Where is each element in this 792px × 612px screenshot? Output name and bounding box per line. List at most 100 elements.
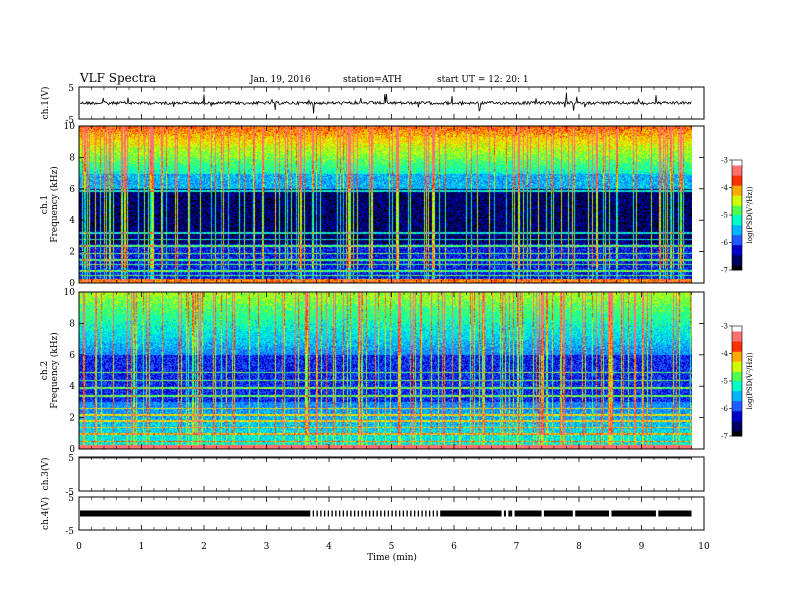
ch2-colorbar-tick-label: -3 [721, 323, 728, 331]
ch2-colorbar-swatch [732, 359, 742, 362]
ch1-spectrogram-ytick-label: 10 [64, 122, 76, 132]
date-label: Jan. 19, 2016 [249, 75, 311, 85]
ch2-colorbar-swatch [732, 395, 742, 398]
ch4-waveform-gap [359, 510, 362, 517]
ch2-colorbar-swatch [732, 405, 742, 408]
ch2-colorbar-swatch [732, 411, 742, 413]
ch2-colorbar-swatch [732, 384, 742, 387]
ch2-colorbar-swatch [732, 402, 742, 404]
ch1-colorbar: -3 -4 -5 -6 -7 log(PSD(V²/Hz)) [721, 157, 754, 275]
ch2-colorbar-swatch [732, 409, 742, 411]
ch1-colorbar-swatch [732, 255, 742, 257]
ch1-colorbar-swatch [732, 238, 742, 241]
ch2-colorbar-swatch [732, 344, 742, 346]
ch4-waveform-gap [325, 510, 328, 517]
ch2-colorbar-swatch [732, 425, 742, 428]
ch1-spectrogram-ytick-label: 4 [69, 216, 75, 226]
ch2-spectrogram-panel: 0 2 4 6 8 10 ch.2Frequency (kHz) [40, 288, 705, 455]
ch1-colorbar-swatch [732, 213, 742, 215]
ch1-spectrogram-panel: 0 2 4 6 8 10 ch.1Frequency (kHz) [40, 122, 705, 289]
ch1-colorbar-tick-label: -3 [721, 157, 728, 165]
ch2-colorbar-swatch [732, 427, 742, 430]
ch1-colorbar-swatch [732, 178, 742, 180]
ch4-waveform-gap [329, 510, 332, 517]
ch1-colorbar-swatch [732, 224, 742, 226]
ch2-colorbar-swatch [732, 418, 742, 420]
ch2-colorbar-swatch [732, 381, 742, 384]
ch2-spectrogram-ylabel-line: ch.2 [40, 361, 50, 380]
ch2-colorbar-swatch [732, 432, 742, 434]
ch4-waveform-gap [321, 510, 324, 517]
ch2-colorbar-swatch [732, 391, 742, 393]
ch1-spectrogram-image [79, 126, 692, 283]
ch4-waveform-gap [505, 510, 509, 517]
ch1-colorbar-swatch [732, 234, 742, 236]
ch3-waveform-ytick-label: -5 [65, 488, 74, 498]
ch2-colorbar-swatch [732, 429, 742, 431]
ch4-waveform-gap [351, 510, 354, 517]
time-axis: 0 1 2 3 4 5 6 7 8 9 10 Time (min) [76, 542, 710, 563]
ch2-colorbar-swatch [732, 398, 742, 400]
ch1-colorbar-swatch [732, 249, 742, 252]
ch2-colorbar-swatch [732, 350, 742, 353]
ch1-waveform-ytick-label: 5 [68, 84, 74, 94]
ch1-colorbar-swatch [732, 187, 742, 189]
ch2-colorbar-swatch [732, 413, 742, 415]
ch4-waveform-gap [340, 510, 343, 517]
ch1-colorbar-swatch [732, 256, 742, 258]
time-tick-label: 3 [264, 542, 270, 552]
ch2-colorbar-swatch [732, 343, 742, 345]
ch1-colorbar-swatch [732, 236, 742, 238]
ch2-colorbar-swatch [732, 341, 742, 343]
ch2-colorbar-swatch [732, 419, 742, 421]
ch2-colorbar-swatch [732, 415, 742, 418]
ch2-colorbar-swatch [732, 363, 742, 365]
ch4-waveform-gap [419, 510, 422, 517]
ch1-colorbar-swatch [732, 243, 742, 245]
time-tick-label: 8 [576, 542, 582, 552]
ch2-colorbar-swatch [732, 328, 742, 331]
ch1-colorbar-swatch [732, 215, 742, 217]
ch1-colorbar-swatch [732, 248, 742, 250]
ch1-colorbar-swatch [732, 266, 742, 268]
ch1-colorbar-swatch [732, 209, 742, 211]
ch1-colorbar-swatch [732, 215, 742, 218]
ch2-colorbar-swatch [732, 327, 742, 330]
ch1-colorbar-swatch [732, 169, 742, 171]
start-time-label: start UT = 12: 20: 1 [437, 75, 529, 85]
ch4-waveform-gap [370, 510, 373, 517]
ch1-colorbar-swatch [732, 175, 742, 177]
ch1-colorbar-swatch [732, 264, 742, 266]
ch3-waveform-ylabel: ch.3(V) [40, 458, 51, 491]
ch4-waveform-gap [385, 510, 388, 517]
ch2-colorbar-swatch [732, 388, 742, 390]
ch4-waveform-gap [430, 510, 433, 517]
ch1-colorbar-swatch [732, 237, 742, 239]
ch2-colorbar-swatch [732, 394, 742, 397]
ch1-colorbar-swatch [732, 262, 742, 265]
ch1-colorbar-swatch [732, 217, 742, 220]
ch4-waveform-panel: 5 -5 ch.4(V) [40, 494, 705, 537]
ch1-colorbar-swatch [732, 260, 742, 263]
ch1-colorbar-swatch [732, 191, 742, 193]
ch1-colorbar-swatch [732, 231, 742, 233]
ch2-colorbar-swatch [732, 403, 742, 406]
ch1-colorbar-swatch [732, 201, 742, 203]
ch4-waveform-gap [317, 510, 321, 517]
ch2-colorbar-swatch [732, 417, 742, 420]
ch1-colorbar-swatch [732, 186, 742, 188]
ch1-colorbar-swatch [732, 211, 742, 213]
ch1-colorbar-swatch [732, 253, 742, 255]
ch1-colorbar-swatch [732, 203, 742, 205]
time-tick-label: 2 [201, 542, 207, 552]
ch2-colorbar-swatch [732, 403, 742, 405]
ch1-colorbar-swatch [732, 167, 742, 169]
ch2-colorbar-swatch [732, 362, 742, 365]
ch1-colorbar-tick-label: -6 [721, 239, 728, 247]
ch2-spectrogram-ytick-label: 0 [69, 445, 75, 455]
ch2-colorbar-swatch [732, 370, 742, 373]
ch2-colorbar-swatch [732, 386, 742, 388]
ch1-colorbar-swatch [732, 194, 742, 197]
ch2-colorbar-swatch [732, 351, 742, 354]
ch4-waveform-gap [377, 510, 381, 517]
